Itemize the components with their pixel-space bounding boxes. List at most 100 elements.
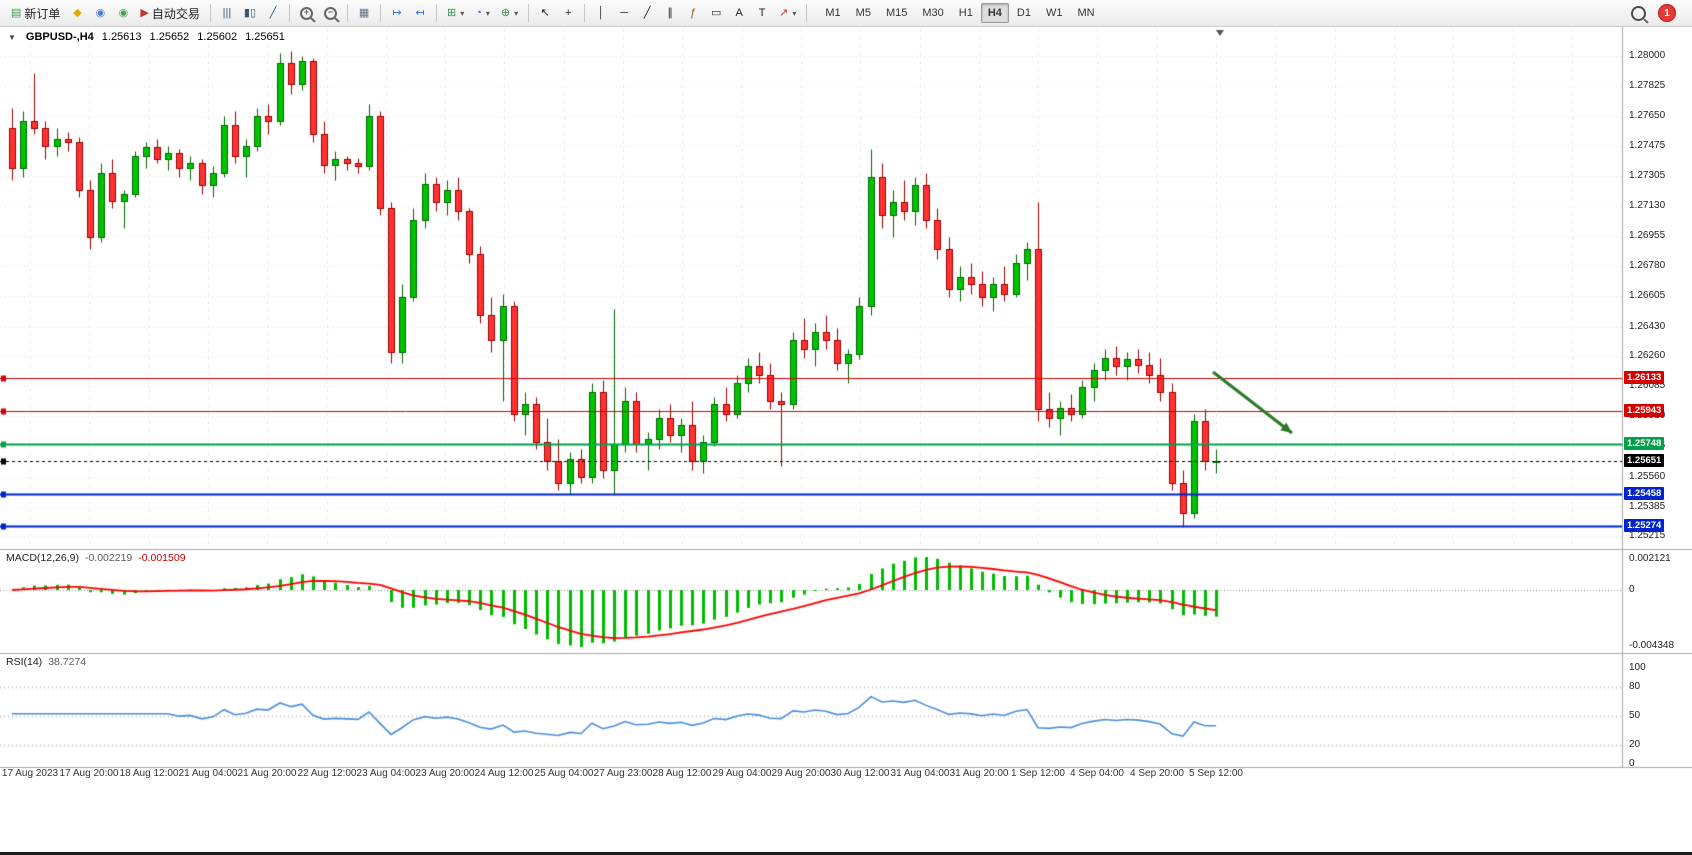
time-axis-label: 22 Aug 12:00 <box>297 768 357 779</box>
chart-window: ▼ GBPUSD-,H4 1.25613 1.25652 1.25602 1.2… <box>0 27 1692 790</box>
candlestick-chart-button[interactable]: ▮▯ <box>239 2 261 24</box>
rsi-axis-tick: 100 <box>1629 662 1646 673</box>
search-icon[interactable] <box>1631 5 1646 21</box>
cursor-button[interactable]: ↖ <box>534 2 556 24</box>
time-axis-label: 23 Aug 20:00 <box>415 768 475 779</box>
price-badge-resistance-1: 1.26133 <box>1624 370 1665 384</box>
toolbar: ▤ 新订单 ◆ ◉ ◉ ▶ 自动交易 ||| ▮▯ ╱ + − ▦ ↦ ↤ ⊞ ▾ ◔ ▾ ⊕ ▾ ↖ + │ ─ ╱ ∥ ƒ ▭ A T ↗… <box>0 0 1692 27</box>
mql-community-button[interactable]: ◆ <box>66 2 88 24</box>
data-window-icon: ◉ <box>95 6 106 19</box>
price-badge-support-2: 1.25274 <box>1624 518 1665 532</box>
chart-shift-button[interactable]: ↤ <box>409 2 431 24</box>
toolbar-right-group: 1 <box>1631 4 1676 22</box>
ohlc-high: 1.25652 <box>149 31 190 43</box>
strategy-tester-icon: ◉ <box>118 6 129 19</box>
arrows-button[interactable]: ↗ ▾ <box>774 2 801 24</box>
bar-chart-button[interactable]: ||| <box>216 2 238 24</box>
timeframe-w1[interactable]: W1 <box>1039 3 1070 23</box>
shapes-icon: ▭ <box>710 6 722 19</box>
macd-axis-zero: 0 <box>1629 583 1635 595</box>
time-axis-label: 25 Aug 04:00 <box>534 768 594 779</box>
tile-windows-button[interactable]: ▦ <box>353 2 375 24</box>
magnifier-sign: − <box>327 7 334 18</box>
indicators-icon: ⊕ <box>500 6 511 19</box>
dropdown-caret-icon: ▾ <box>514 8 519 18</box>
crosshair-button[interactable]: + <box>557 2 579 24</box>
vertical-line-button[interactable]: │ <box>590 2 612 24</box>
mql-community-icon: ◆ <box>73 6 82 19</box>
one-click-trading-toggle[interactable]: ▼ <box>8 32 16 42</box>
price-axis-tick: 1.26955 <box>1629 230 1666 242</box>
fibonacci-button[interactable]: ƒ <box>682 2 704 24</box>
auto-trading-button[interactable]: ▶ 自动交易 <box>135 2 204 24</box>
horizontal-line-button[interactable]: ─ <box>613 2 635 24</box>
price-axis-tick: 1.26260 <box>1629 349 1666 361</box>
data-window-button[interactable]: ◉ <box>89 2 111 24</box>
toolbar-separator <box>806 4 808 22</box>
rsi-indicator-label: RSI(14) 38.7274 <box>6 656 86 668</box>
timeframe-h1[interactable]: H1 <box>952 3 980 23</box>
toolbar-separator <box>528 4 530 22</box>
time-axis-label: 1 Sep 12:00 <box>1011 768 1065 779</box>
auto-trading-button-label: 自动交易 <box>151 6 200 21</box>
period-button[interactable]: ◔ ▾ <box>470 2 495 24</box>
price-axis-tick: 1.26780 <box>1629 260 1666 272</box>
price-badge-bid: 1.25651 <box>1624 453 1665 467</box>
timeframe-mn[interactable]: MN <box>1070 3 1101 23</box>
price-badge-support-1: 1.25458 <box>1624 487 1665 501</box>
macd-value-main: -0.002219 <box>84 552 133 564</box>
timeframe-m30[interactable]: M30 <box>915 3 950 23</box>
zoom-out-button[interactable]: − <box>319 2 342 24</box>
label-button[interactable]: T <box>751 2 773 24</box>
toolbar-separator <box>436 4 438 22</box>
notification-badge[interactable]: 1 <box>1658 4 1676 22</box>
zoom-out-icon: − <box>324 6 338 20</box>
timeframe-d1[interactable]: D1 <box>1010 3 1038 23</box>
time-axis-label: 30 Aug 12:00 <box>830 768 890 779</box>
time-axis-label: 17 Aug 20:00 <box>59 768 119 779</box>
new-order-button-label: 新订单 <box>24 6 61 21</box>
price-axis-tick: 1.25385 <box>1629 500 1666 512</box>
timeframe-m5[interactable]: M5 <box>849 3 878 23</box>
timeframe-m15[interactable]: M15 <box>879 3 914 23</box>
dropdown-caret-icon: ▾ <box>792 8 797 18</box>
line-chart-button[interactable]: ╱ <box>262 2 284 24</box>
price-axis-tick: 1.25560 <box>1629 470 1666 482</box>
macd-value-signal: -0.001509 <box>138 552 186 564</box>
timeframe-h4[interactable]: H4 <box>980 3 1009 23</box>
new-order-button[interactable]: ▤ 新订单 <box>6 2 65 24</box>
new-chart-button[interactable]: ⊞ ▾ <box>442 2 469 24</box>
timeframe-m1[interactable]: M1 <box>818 3 847 23</box>
auto-scroll-button[interactable]: ↦ <box>386 2 408 24</box>
time-axis-label: 31 Aug 04:00 <box>890 768 950 779</box>
time-axis-label: 27 Aug 23:00 <box>593 768 653 779</box>
symbol-info: ▼ GBPUSD-,H4 1.25613 1.25652 1.25602 1.2… <box>8 31 285 43</box>
price-axis-tick: 1.27130 <box>1629 199 1666 211</box>
rsi-name: RSI(14) <box>6 656 43 668</box>
arrows-icon: ↗ <box>779 6 789 19</box>
time-axis-label: 21 Aug 20:00 <box>237 768 297 779</box>
time-axis[interactable]: 17 Aug 2023 17 Aug 20:00 18 Aug 12:00 21 Au… <box>0 768 1622 790</box>
new-chart-icon: ⊞ <box>447 6 457 19</box>
strategy-tester-button[interactable]: ◉ <box>112 2 134 24</box>
trendline-button[interactable]: ╱ <box>636 2 658 24</box>
time-axis-label: 4 Sep 20:00 <box>1130 768 1184 779</box>
price-axis-tick: 1.27475 <box>1629 140 1666 152</box>
toolbar-separator <box>289 4 291 22</box>
shapes-button[interactable]: ▭ <box>705 2 727 24</box>
price-axis-tick: 1.27825 <box>1629 80 1666 92</box>
chart-canvas[interactable] <box>0 27 1692 790</box>
channel-button[interactable]: ∥ <box>659 2 681 24</box>
price-axis[interactable]: 1.28000 1.27825 1.27650 1.27475 1.27305 1.271… <box>1623 27 1692 769</box>
macd-name: MACD(12,26,9) <box>6 552 79 564</box>
price-axis-tick: 1.26085 <box>1629 380 1666 392</box>
candlestick-chart-icon: ▮▯ <box>243 6 257 19</box>
vertical-line-icon: │ <box>597 6 605 19</box>
macd-axis-min: -0.004348 <box>1629 640 1675 651</box>
text-button[interactable]: A <box>728 2 750 24</box>
time-axis-label: 31 Aug 20:00 <box>949 768 1009 779</box>
indicators-button[interactable]: ⊕ ▾ <box>496 2 523 24</box>
time-axis-label: 18 Aug 12:00 <box>119 768 179 779</box>
zoom-in-button[interactable]: + <box>295 2 318 24</box>
price-axis-tick: 1.26430 <box>1629 320 1666 332</box>
